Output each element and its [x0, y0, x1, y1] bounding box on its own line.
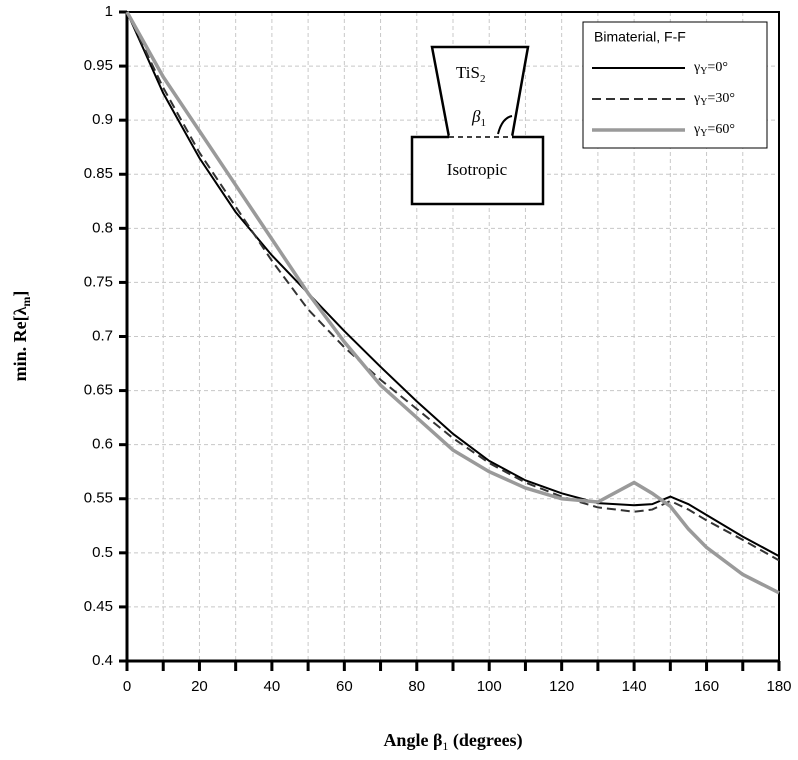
- y-tick-label: 0.85: [84, 165, 113, 182]
- y-tick-label: 1: [105, 3, 113, 20]
- y-tick-label: 0.5: [92, 544, 113, 561]
- y-label-sub: m: [19, 297, 33, 307]
- y-tick-label: 0.4: [92, 652, 113, 669]
- x-axis-label: Angle β1 (degrees): [383, 730, 522, 753]
- y-tick-label: 0.6: [92, 436, 113, 453]
- series-line: [126, 11, 780, 562]
- y-label-part: λ: [10, 306, 30, 315]
- legend: Bimaterial, F-F γY=0°γY=30°γY=60°: [582, 21, 768, 149]
- x-tick-label: 160: [694, 678, 719, 695]
- x-label-part: (degrees): [448, 730, 522, 751]
- y-tick-label: 0.95: [84, 57, 113, 74]
- legend-label-part: =30°: [707, 91, 735, 106]
- x-tick-label: 80: [408, 678, 425, 695]
- x-tick-label: 20: [191, 678, 208, 695]
- inset-arrow: [497, 115, 513, 135]
- inset-bottom-label: Isotropic: [447, 160, 508, 179]
- y-tick-label: 0.55: [84, 490, 113, 507]
- legend-label-part: Y: [700, 128, 707, 139]
- x-tick-label: 140: [622, 678, 647, 695]
- inset-angle-part: β: [471, 107, 481, 126]
- legend-label: γY=30°: [693, 91, 735, 108]
- x-tick-label: 120: [549, 678, 574, 695]
- legend-label: γY=0°: [693, 60, 728, 77]
- y-axis-label: min. Re[λm]: [10, 291, 33, 382]
- series-line: [126, 11, 780, 557]
- inset-top-sub: 2: [480, 73, 486, 85]
- inset-diagram: TiS2 β1 Isotropic: [410, 45, 545, 206]
- y-tick-label: 0.7: [92, 327, 113, 344]
- x-tick-label: 60: [336, 678, 353, 695]
- legend-label-part: Y: [700, 66, 707, 77]
- y-tick-label: 0.8: [92, 219, 113, 236]
- y-tick-label: 0.9: [92, 111, 113, 128]
- legend-box: [582, 21, 768, 149]
- x-tick-label: 100: [477, 678, 502, 695]
- inset-block: [410, 135, 545, 206]
- inset-top-part: TiS: [456, 63, 480, 82]
- legend-label-part: γ: [693, 91, 700, 106]
- inset-angle-sub: 1: [480, 117, 486, 129]
- y-label-part: ]: [10, 291, 30, 297]
- y-label-part: min. Re[: [10, 315, 30, 381]
- x-tick-label: 0: [123, 678, 131, 695]
- inset-top-label: TiS2: [456, 63, 485, 85]
- x-label-part: Angle β: [383, 730, 442, 750]
- y-tick-label: 0.65: [84, 382, 113, 399]
- legend-label-part: γ: [693, 60, 700, 75]
- x-tick-label: 40: [264, 678, 281, 695]
- inset-angle-label: β1: [471, 107, 486, 129]
- y-tick-label: 0.45: [84, 598, 113, 615]
- legend-label-part: γ: [693, 122, 700, 137]
- x-label-sub: 1: [442, 739, 448, 753]
- x-tick-label: 180: [766, 678, 791, 695]
- legend-title: Bimaterial, F-F: [594, 29, 686, 45]
- legend-label-part: =0°: [707, 60, 728, 75]
- legend-label: γY=60°: [693, 122, 735, 139]
- legend-label-part: Y: [700, 97, 707, 108]
- y-tick-label: 0.75: [84, 273, 113, 290]
- series-line: [125, 11, 780, 595]
- legend-label-part: =60°: [707, 122, 735, 137]
